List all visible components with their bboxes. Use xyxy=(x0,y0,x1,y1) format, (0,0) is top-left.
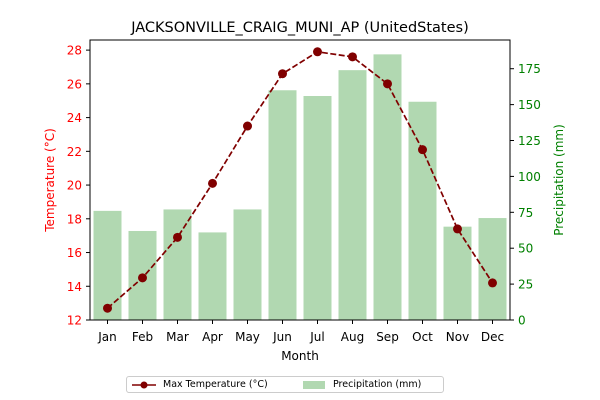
precip-bar-may xyxy=(233,209,262,320)
legend-item-precipitation: Precipitation (mm) xyxy=(302,377,421,392)
x-tick-label-may: May xyxy=(235,330,260,344)
precip-bar-nov xyxy=(443,226,472,320)
y-left-tick-label-18: 18 xyxy=(67,212,82,226)
temperature-point-jun xyxy=(278,69,287,79)
x-tick-label-feb: Feb xyxy=(132,330,153,344)
x-tick-label-jul: Jul xyxy=(309,330,324,344)
y-left-axis-label: Temperature (°C) xyxy=(43,128,57,233)
temperature-point-mar xyxy=(173,232,182,242)
x-axis-label: Month xyxy=(281,349,319,363)
temperature-point-aug xyxy=(348,52,357,62)
precip-bar-jul xyxy=(303,96,332,320)
y-right-tick-label-0: 0 xyxy=(518,314,526,328)
y-left-tick-label-16: 16 xyxy=(67,246,82,260)
temperature-point-may xyxy=(243,121,252,131)
y-right-tick-label-175: 175 xyxy=(518,62,541,76)
x-tick-label-jan: Jan xyxy=(97,330,117,344)
y-right-axis-label: Precipitation (mm) xyxy=(552,124,566,236)
precip-bar-apr xyxy=(198,232,227,320)
precip-bar-aug xyxy=(338,70,367,321)
y-right-tick-label-100: 100 xyxy=(518,170,541,184)
y-right-tick-label-125: 125 xyxy=(518,134,541,148)
y-left-tick-label-26: 26 xyxy=(67,77,82,91)
x-tick-label-sep: Sep xyxy=(376,330,399,344)
temperature-point-apr xyxy=(208,178,217,188)
legend-item-temperature: Max Temperature (°C) xyxy=(131,377,268,392)
x-tick-label-aug: Aug xyxy=(341,330,364,344)
legend: Max Temperature (°C) Precipitation (mm) xyxy=(126,376,444,393)
legend-swatch-temperature xyxy=(132,381,156,388)
x-tick-label-nov: Nov xyxy=(446,330,469,344)
y-right-tick-label-150: 150 xyxy=(518,98,541,112)
legend-swatch-precipitation xyxy=(303,380,325,389)
precip-bar-jun xyxy=(268,90,297,320)
legend-label-temperature: Max Temperature (°C) xyxy=(163,379,268,390)
temperature-point-dec xyxy=(488,278,497,288)
temperature-point-feb xyxy=(138,273,147,283)
precip-bar-sep xyxy=(373,54,402,320)
temperature-point-jul xyxy=(313,47,322,57)
plot-frame xyxy=(89,39,511,321)
axes-layer: Jan Feb Mar Apr May Jun Jul Aug Sep Oct Nov Dec 12 14… xyxy=(67,39,541,344)
temperature-point-jan xyxy=(103,303,112,313)
y-left-tick-label-28: 28 xyxy=(67,44,82,58)
precip-bar-jan xyxy=(93,210,122,320)
y-left-tick-label-14: 14 xyxy=(67,280,82,294)
temperature-point-nov xyxy=(453,224,462,234)
line-layer xyxy=(103,47,497,313)
y-left-tick-label-22: 22 xyxy=(67,145,82,159)
y-left-tick-label-20: 20 xyxy=(67,179,82,193)
precip-bar-oct xyxy=(408,101,437,320)
y-right-tick-label-75: 75 xyxy=(518,206,533,220)
y-left-tick-label-12: 12 xyxy=(67,314,82,328)
temperature-line xyxy=(106,50,494,309)
precip-bar-mar xyxy=(163,209,192,320)
y-right-tick-label-50: 50 xyxy=(518,242,533,256)
legend-label-precipitation: Precipitation (mm) xyxy=(333,379,422,390)
y-left-tick-label-24: 24 xyxy=(67,111,82,125)
x-tick-label-apr: Apr xyxy=(202,330,223,344)
x-tick-label-oct: Oct xyxy=(412,330,433,344)
bars-layer xyxy=(93,54,507,321)
chart-title: JACKSONVILLE_CRAIG_MUNI_AP (UnitedStates… xyxy=(130,20,469,36)
y-right-tick-label-25: 25 xyxy=(518,278,533,292)
x-tick-label-jun: Jun xyxy=(272,330,292,344)
temperature-point-sep xyxy=(383,79,392,89)
x-tick-label-mar: Mar xyxy=(166,330,189,344)
temperature-point-oct xyxy=(418,145,427,155)
x-tick-label-dec: Dec xyxy=(481,330,504,344)
